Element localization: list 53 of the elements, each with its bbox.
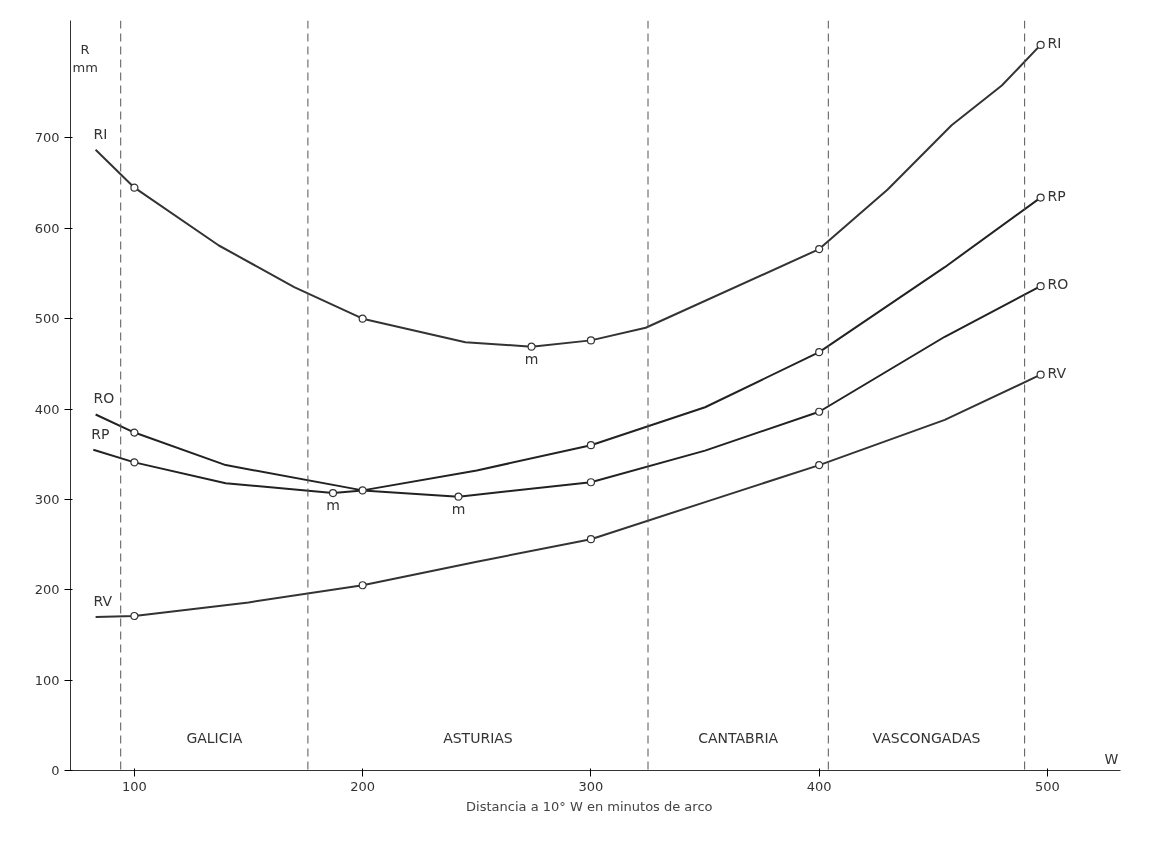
point — [130, 458, 139, 467]
annotation: ASTURIAS — [443, 729, 513, 746]
text: RO — [93, 390, 115, 407]
point — [130, 183, 139, 192]
annotation: m — [524, 350, 539, 367]
point — [328, 489, 338, 498]
y-tick-label: 300 — [34, 491, 60, 507]
annotation: W — [1104, 750, 1119, 767]
y-tick-label: 100 — [34, 672, 60, 688]
series-label: RP — [1047, 187, 1066, 204]
point — [1036, 40, 1045, 49]
x-tick-label: 500 — [1035, 778, 1060, 794]
point — [1036, 193, 1045, 202]
x-tick-label: 400 — [806, 778, 832, 794]
series-label: RV — [1047, 364, 1067, 381]
point — [815, 460, 824, 470]
series-label: RI — [1047, 34, 1062, 51]
y-tick-label: 500 — [34, 311, 60, 327]
annotation: VASCONGADAS — [872, 729, 981, 746]
point — [130, 428, 139, 437]
y-tick-label: 200 — [34, 582, 60, 598]
y-tick-label: 700 — [34, 130, 60, 146]
point — [815, 407, 824, 416]
annotation: CANTABRIA — [698, 729, 779, 746]
point — [358, 314, 367, 323]
point — [527, 342, 536, 351]
point — [586, 336, 596, 345]
point — [815, 245, 824, 254]
point — [586, 478, 596, 487]
text: RV — [93, 592, 113, 609]
y-tick-label: 0 — [51, 763, 60, 778]
point — [1036, 282, 1045, 291]
x-tick-label: 100 — [122, 778, 147, 794]
point — [358, 581, 367, 590]
y-axis-title: R mm — [72, 41, 98, 75]
y-tick-label: 600 — [34, 220, 60, 236]
point — [1036, 370, 1045, 379]
point — [586, 441, 596, 450]
series-label: RO — [1047, 276, 1069, 293]
x-axis-title: Distancia a 10° W en minutos de arco — [466, 798, 713, 814]
annotation: m — [326, 497, 340, 514]
y-tick-label: 400 — [34, 401, 60, 417]
text: RI — [93, 125, 108, 142]
annotation: GALICIA — [186, 729, 243, 746]
point — [454, 492, 463, 501]
point — [586, 535, 596, 544]
x-tick-label: 200 — [350, 778, 376, 794]
text: RP — [91, 425, 110, 442]
point — [130, 611, 139, 621]
annotation: m — [451, 500, 466, 517]
point — [815, 348, 824, 357]
x-tick-label: 300 — [578, 778, 604, 794]
point — [358, 486, 367, 495]
